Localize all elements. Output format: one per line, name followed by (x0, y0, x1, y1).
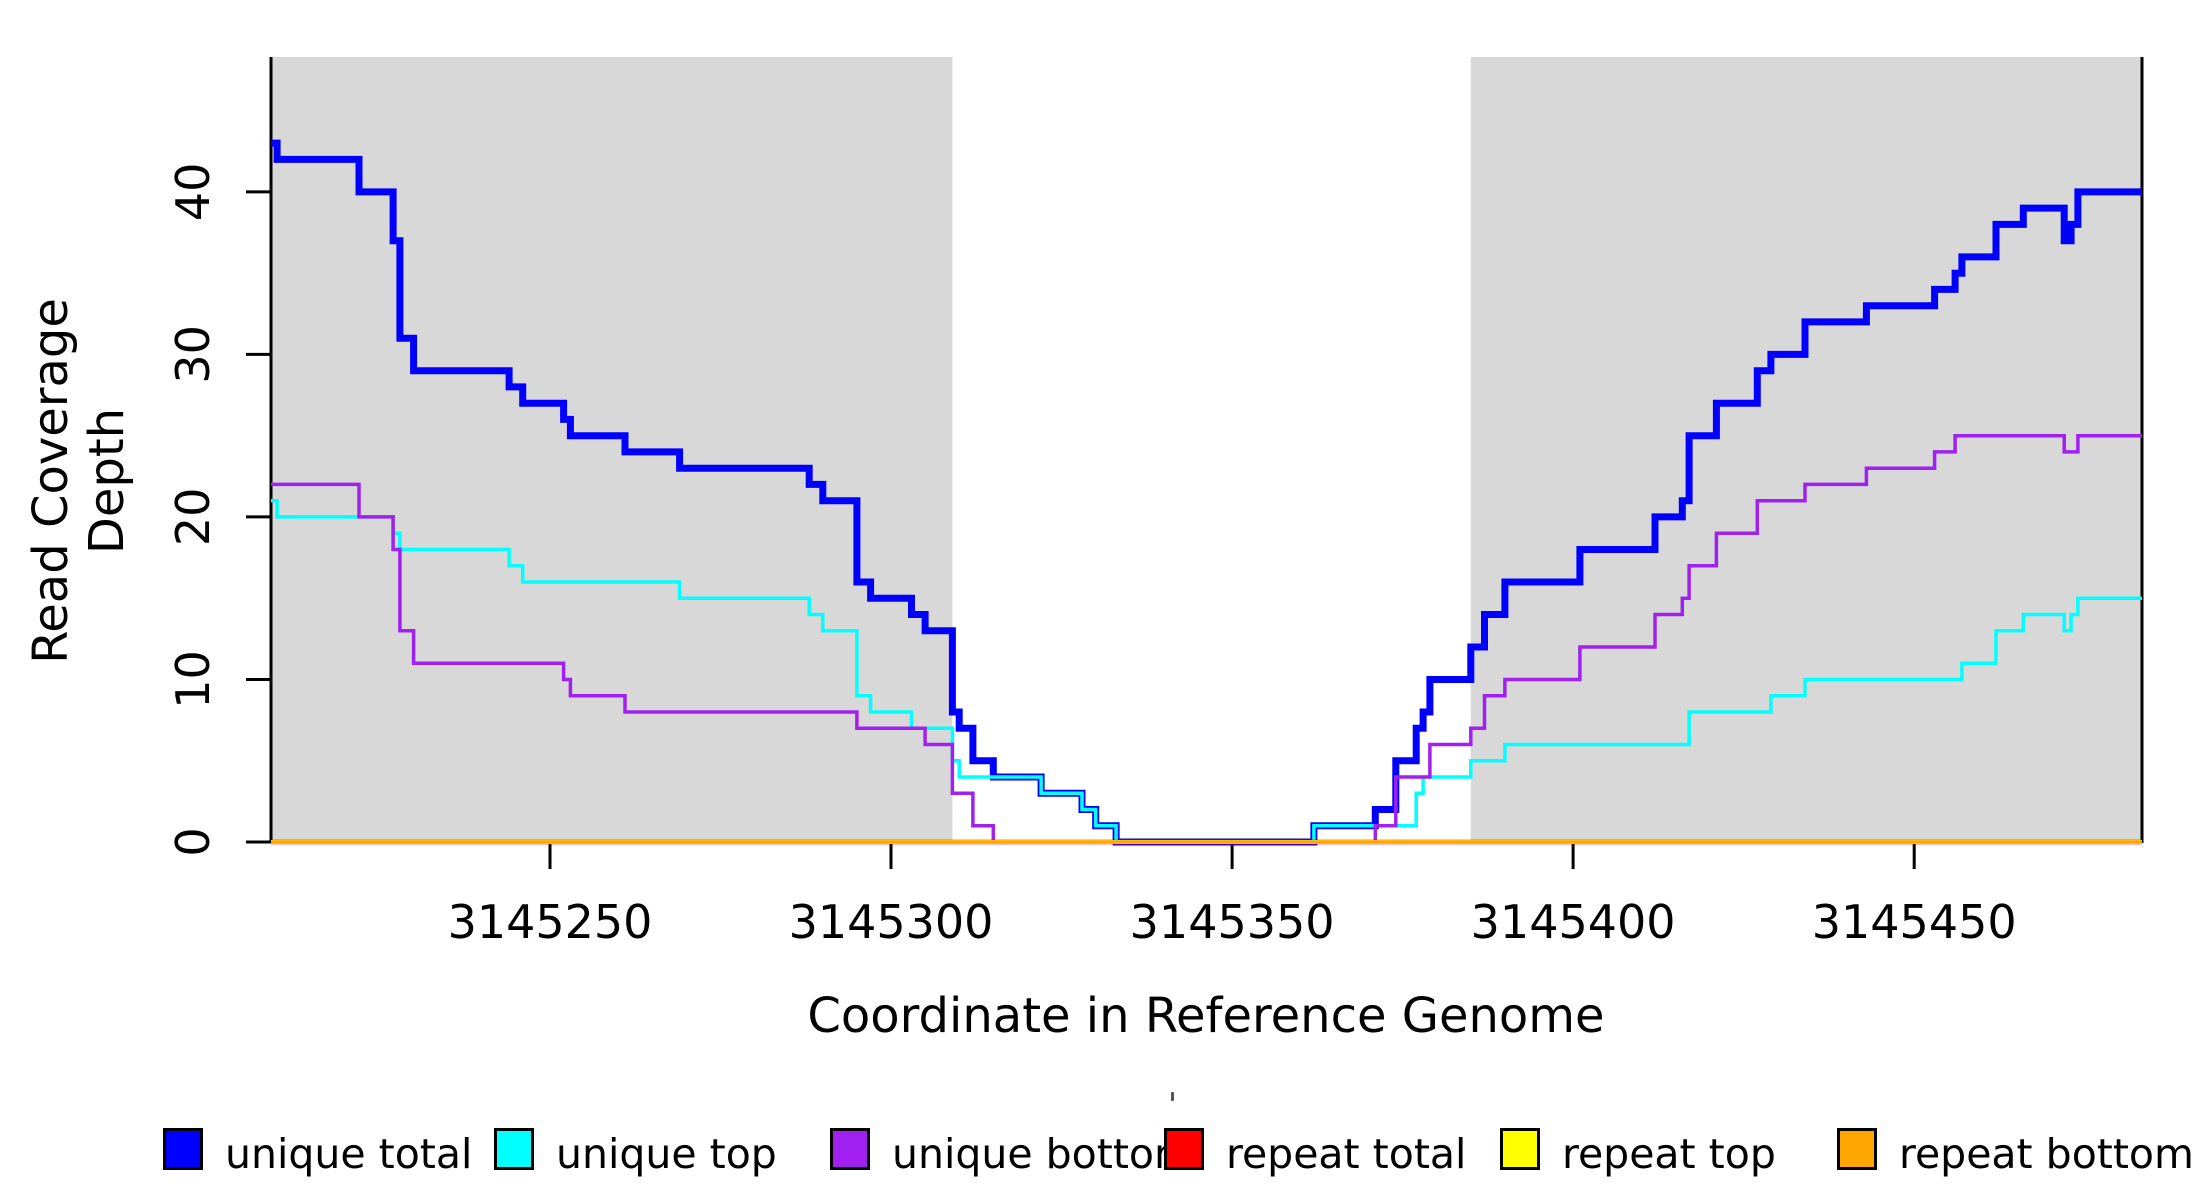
legend-label: unique top (556, 1130, 777, 1178)
y-tick-label-1: 10 (166, 650, 220, 709)
legend-swatch-icon (830, 1128, 870, 1170)
y-axis-title: Read Coverage Depth (23, 298, 135, 664)
x-axis-title: Coordinate in Reference Genome (807, 988, 1605, 1044)
x-tick-label-4: 3145450 (1812, 895, 2017, 949)
y-tick-label-3: 30 (166, 325, 220, 384)
series-unique-bottom (271, 433, 2142, 844)
legend-swatch-icon (1837, 1128, 1877, 1170)
x-tick-label-2: 3145350 (1130, 895, 1335, 949)
legend: unique total unique top unique bottom repea… (0, 1118, 2200, 1188)
y-tick-label-2: 20 (166, 488, 220, 547)
legend-swatch-icon (1164, 1128, 1204, 1170)
legend-label: repeat top (1562, 1130, 1776, 1178)
legend-swatch-icon (494, 1128, 534, 1170)
stray-mark (1171, 1092, 1174, 1101)
legend-label: repeat bottom (1899, 1130, 2194, 1178)
legend-label: repeat total (1226, 1130, 1467, 1178)
x-tick-label-0: 3145250 (448, 895, 653, 949)
series-unique-top (271, 498, 2142, 844)
y-tick-label-4: 40 (166, 163, 220, 222)
x-tick-label-1: 3145300 (789, 895, 994, 949)
legend-label: unique bottom (892, 1130, 1194, 1178)
legend-swatch-icon (1500, 1128, 1540, 1170)
legend-label: unique total (225, 1130, 473, 1178)
y-tick-label-0: 0 (166, 827, 220, 856)
x-tick-label-3: 3145400 (1471, 895, 1676, 949)
shaded-region-1 (1470, 57, 2142, 842)
shaded-region-0 (271, 57, 953, 842)
legend-swatch-icon (163, 1128, 203, 1170)
